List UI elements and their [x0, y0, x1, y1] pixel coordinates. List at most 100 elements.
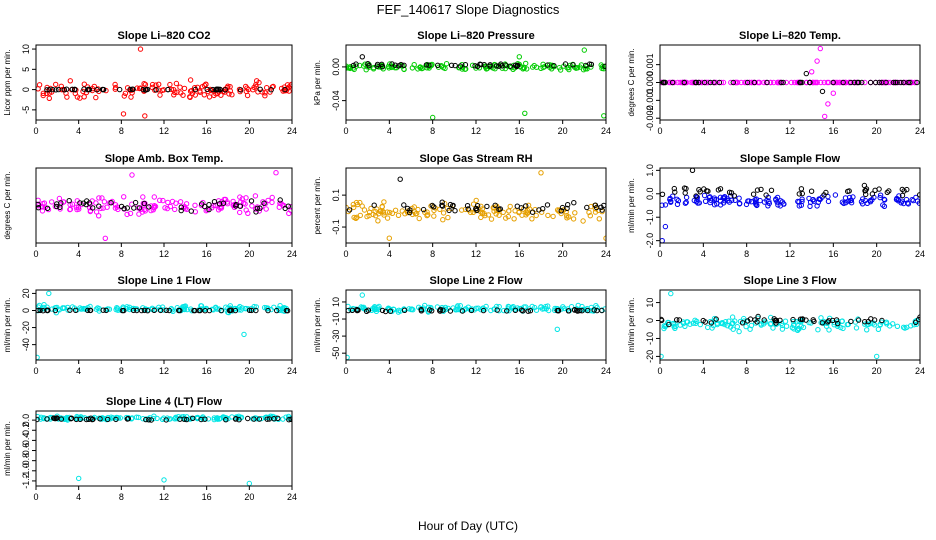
data-point — [572, 307, 578, 313]
data-point — [53, 87, 59, 93]
x-tick-label: 8 — [119, 366, 124, 376]
data-point — [861, 182, 868, 189]
x-tick-label: 16 — [514, 366, 524, 376]
data-point — [87, 307, 94, 314]
data-point — [381, 199, 387, 205]
data-point — [414, 210, 420, 217]
data-point — [799, 198, 805, 205]
data-point — [850, 194, 856, 200]
data-point — [61, 199, 67, 205]
data-point — [389, 61, 395, 67]
data-point — [565, 308, 572, 314]
data-point — [401, 62, 407, 69]
data-point — [278, 200, 284, 207]
data-point — [845, 188, 851, 195]
data-point — [585, 307, 591, 314]
data-point — [39, 208, 46, 214]
data-point — [178, 207, 184, 214]
data-point — [181, 85, 188, 92]
data-point — [701, 192, 708, 199]
data-point — [880, 202, 886, 208]
plot-frame — [35, 410, 293, 487]
data-point — [696, 79, 702, 86]
x-tick-label: 4 — [387, 249, 392, 259]
data-point — [855, 317, 862, 323]
data-point — [557, 67, 564, 73]
x-tick-label: 12 — [785, 366, 795, 376]
panel-1: Slope Li–820 CO2 0 4 8 12 16 20 24 -5 0 5 10 Licor p… — [3, 30, 297, 136]
data-point — [524, 66, 530, 72]
panel-7: Slope Line 1 Flow 0 4 8 12 16 20 24 -40 -20 0 20 ml/… — [3, 275, 297, 376]
data-point — [65, 307, 71, 313]
data-point — [743, 201, 750, 208]
x-tick-label: 16 — [828, 249, 838, 259]
data-point — [722, 194, 728, 200]
data-point — [853, 325, 860, 331]
data-point — [520, 308, 526, 314]
data-point — [90, 416, 96, 423]
panel-title: Slope Line 3 Flow — [744, 275, 837, 287]
data-point — [875, 326, 882, 332]
data-point — [754, 202, 760, 209]
data-point — [661, 323, 667, 329]
data-point — [163, 307, 170, 313]
data-point — [53, 81, 59, 88]
y-tick-label: -0.1 — [331, 219, 341, 235]
plot-area — [36, 413, 292, 486]
data-point — [674, 196, 680, 203]
data-point — [223, 304, 229, 310]
x-tick-label: 4 — [701, 249, 706, 259]
data-point — [822, 113, 828, 120]
data-point — [151, 203, 158, 209]
data-point — [796, 191, 802, 197]
data-point — [151, 307, 157, 313]
data-point — [370, 66, 377, 72]
data-point — [266, 416, 272, 422]
data-point — [894, 195, 900, 202]
data-point — [226, 307, 233, 314]
data-point — [96, 203, 102, 209]
data-point — [404, 205, 411, 212]
data-point — [830, 79, 836, 86]
data-point — [469, 62, 476, 69]
data-point — [761, 317, 767, 323]
data-point — [91, 83, 98, 90]
data-point — [768, 187, 775, 194]
data-point — [580, 218, 586, 224]
data-point — [869, 191, 876, 197]
data-point — [754, 187, 761, 193]
data-point — [493, 303, 500, 310]
data-point — [457, 63, 464, 69]
data-point — [201, 82, 208, 89]
plot-area — [346, 47, 606, 120]
data-point — [504, 308, 510, 314]
data-point — [662, 202, 669, 208]
data-point — [264, 416, 270, 422]
data-point — [180, 414, 187, 420]
x-tick-label: 12 — [471, 249, 481, 259]
data-point — [263, 305, 270, 311]
data-point — [739, 320, 746, 326]
data-point — [173, 200, 179, 206]
y-tick-label: 0.0 — [645, 188, 655, 201]
data-points — [346, 170, 606, 241]
panel-5: Slope Gas Stream RH 0 4 8 12 16 20 24 -0.1 0.1 per… — [313, 153, 611, 259]
data-point — [252, 193, 259, 199]
data-point — [523, 60, 529, 67]
x-tick-label: 0 — [33, 249, 38, 259]
data-point — [837, 79, 843, 86]
data-point — [431, 207, 437, 214]
x-tick-label: 20 — [872, 366, 882, 376]
data-point — [122, 90, 129, 97]
data-point — [67, 307, 73, 313]
x-tick-label: 4 — [76, 249, 81, 259]
data-point — [826, 327, 832, 333]
data-point — [180, 92, 186, 98]
data-point — [457, 303, 463, 309]
data-point — [832, 192, 839, 198]
data-point — [484, 203, 490, 210]
data-point — [392, 62, 398, 68]
data-point — [134, 307, 140, 314]
data-point — [374, 206, 380, 212]
data-point — [899, 192, 906, 199]
